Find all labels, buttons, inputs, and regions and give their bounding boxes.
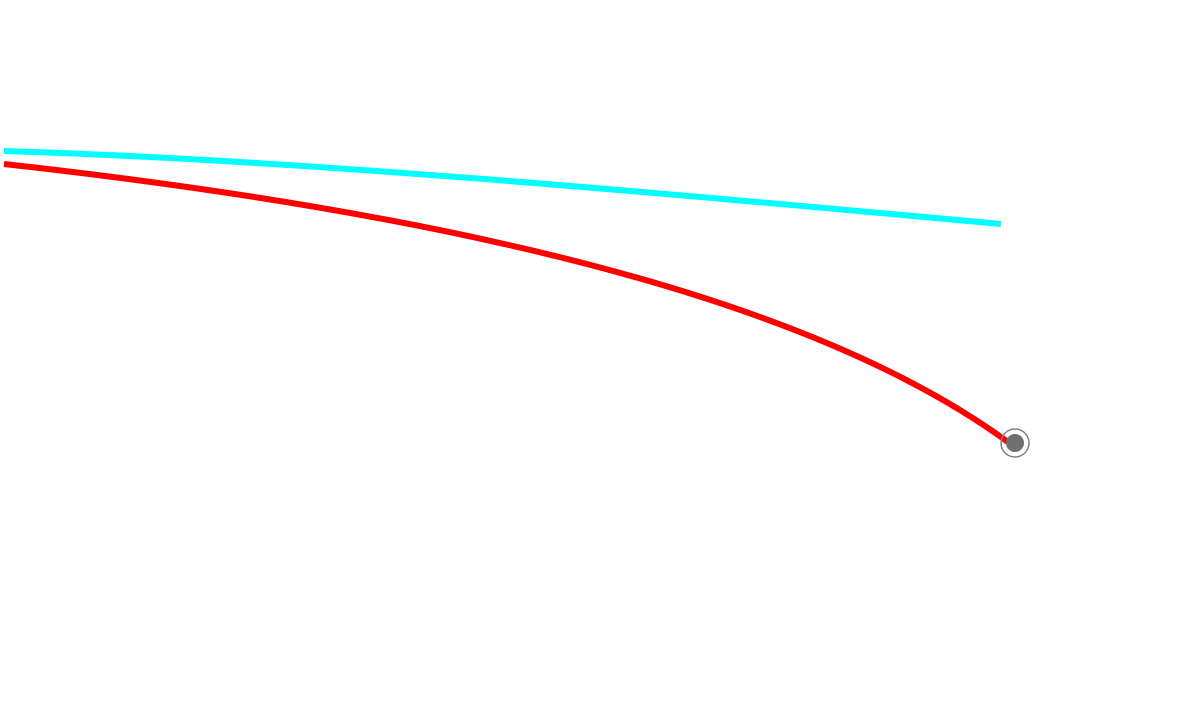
endpoint-ring — [1000, 428, 1030, 458]
endpoint-dot — [1006, 434, 1024, 452]
endpoint-handle[interactable] — [1000, 428, 1030, 458]
red-curve[interactable] — [3, 161, 1010, 445]
cyan-curve[interactable] — [3, 148, 1002, 227]
